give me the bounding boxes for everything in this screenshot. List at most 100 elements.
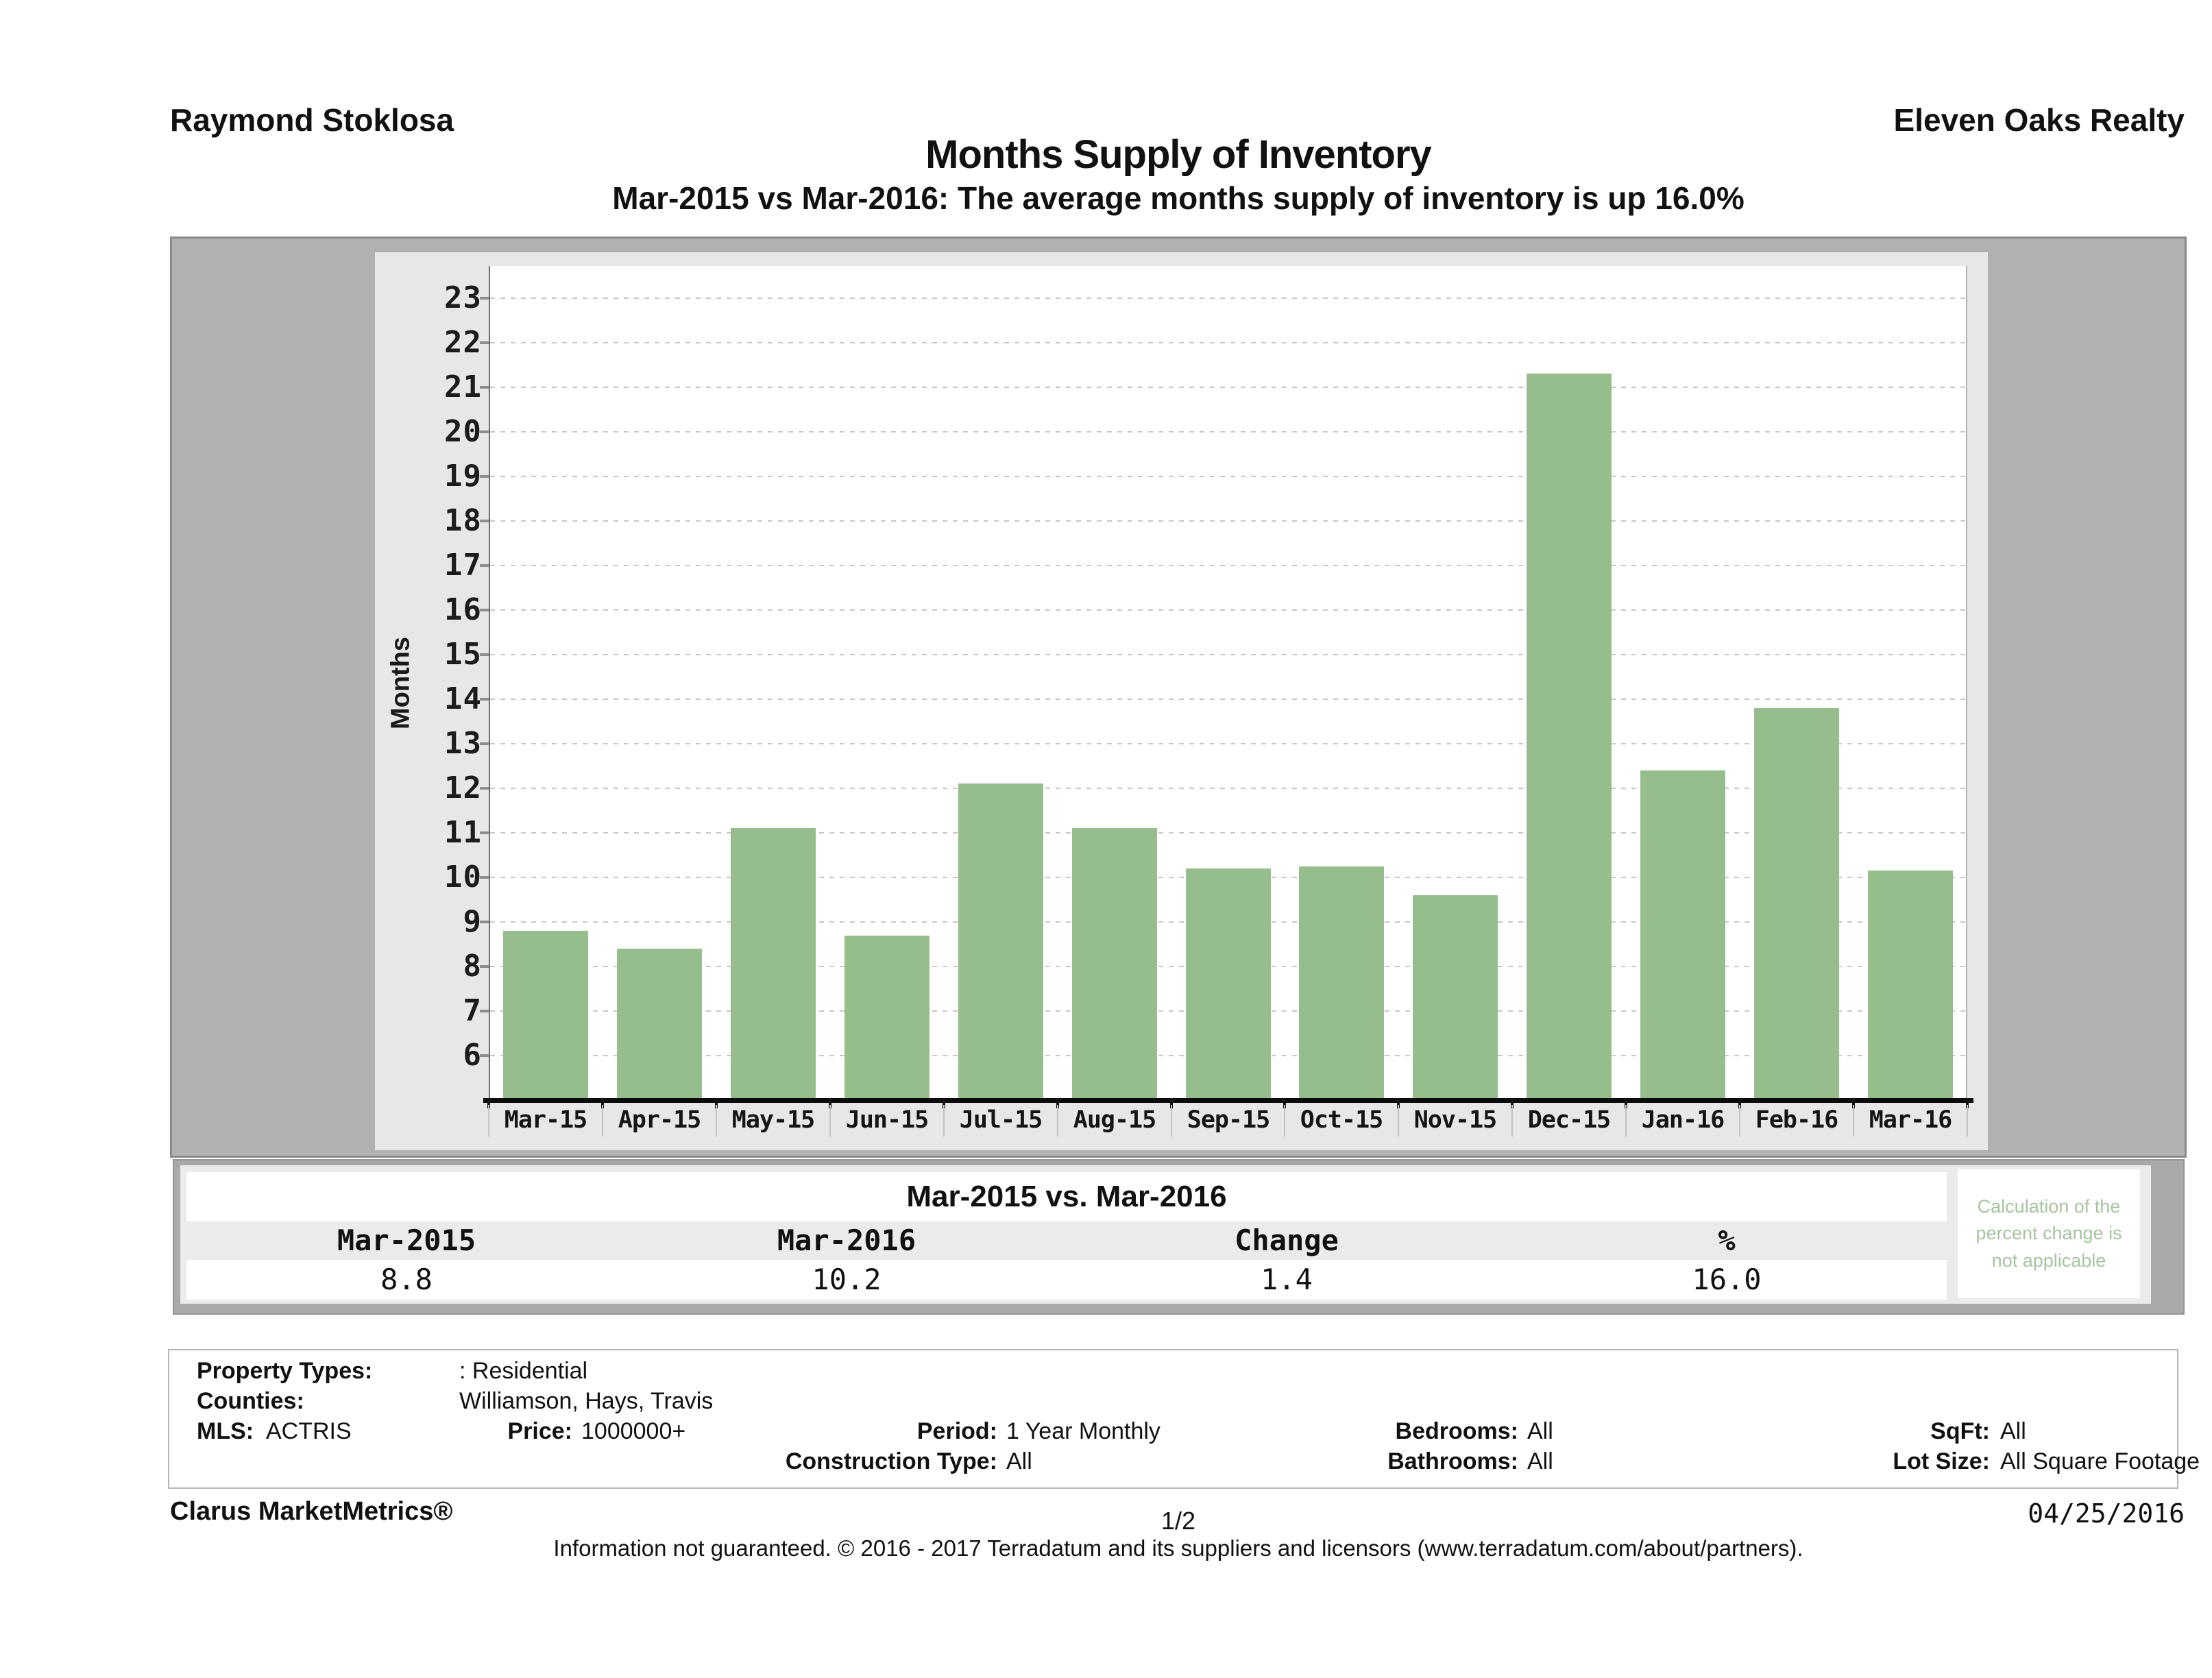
x-label-separator — [602, 1105, 603, 1136]
value-mar-2016: 10.2 — [812, 1263, 882, 1296]
title-wrap: Months Supply of Inventory — [170, 132, 2187, 178]
x-axis-month-label: Mar-16 — [1869, 1106, 1952, 1134]
x-axis-tick-mark — [1738, 1098, 1741, 1108]
agent-name: Raymond Stoklosa — [170, 102, 454, 138]
inventory-bar — [1299, 866, 1384, 1100]
sqft-value: All — [2000, 1418, 2026, 1444]
x-axis-tick-mark — [1966, 1098, 1969, 1108]
col-header-percent: % — [1718, 1224, 1736, 1257]
bedrooms-value: All — [1527, 1418, 1553, 1444]
inventory-bar — [844, 936, 929, 1100]
value-percent: 16.0 — [1692, 1263, 1762, 1296]
inventory-bar — [1413, 895, 1498, 1100]
x-label-separator — [1284, 1105, 1285, 1136]
y-axis-tick-label: 7 — [463, 993, 482, 1028]
criteria-row-counties: Counties: Williamson, Hays, Travis — [0, 1386, 2212, 1416]
x-label-separator — [943, 1105, 945, 1136]
inventory-bar — [1527, 374, 1612, 1100]
y-axis-tick-mark — [480, 698, 489, 701]
y-gridline — [490, 342, 1966, 343]
footer-page-wrap: 1/2 — [170, 1507, 2187, 1535]
x-axis-month-label: Apr-15 — [618, 1106, 701, 1134]
y-axis-tick-label: 6 — [463, 1038, 482, 1073]
comparison-table-title: Mar-2015 vs. Mar-2016 — [186, 1172, 1947, 1221]
y-gridline — [490, 387, 1966, 388]
x-label-separator — [1625, 1105, 1627, 1136]
y-axis-tick-mark — [480, 831, 489, 834]
y-axis-tick-mark — [480, 1010, 489, 1012]
x-label-separator — [1967, 1105, 1968, 1136]
property-types-label: Property Types: — [197, 1358, 373, 1384]
criteria-row-property-types: Property Types: : Residential — [0, 1356, 2212, 1386]
period-value: 1 Year Monthly — [1006, 1418, 1160, 1444]
y-axis-tick-mark — [480, 742, 489, 745]
y-axis-tick-label: 9 — [463, 904, 482, 939]
period-label: Period: — [916, 1418, 997, 1444]
y-axis-tick-mark — [480, 965, 489, 968]
x-axis-tick-mark — [487, 1098, 490, 1108]
y-axis-tick-mark — [480, 787, 489, 790]
y-axis-tick-mark — [480, 520, 489, 522]
y-gridline — [490, 476, 1966, 477]
inventory-bar — [1754, 708, 1839, 1100]
counties-label: Counties: — [197, 1388, 304, 1414]
percent-change-note-text: Calculation of the percent change is not… — [1976, 1196, 2122, 1271]
inventory-bar — [503, 931, 588, 1100]
x-label-separator — [1853, 1105, 1854, 1136]
y-axis-tick-label: 17 — [444, 548, 482, 583]
criteria-row-4: Construction Type: All Bathrooms: All Lo… — [0, 1446, 2212, 1476]
x-axis-tick-mark — [1056, 1098, 1059, 1108]
page-subtitle: Mar-2015 vs Mar-2016: The average months… — [612, 180, 1745, 216]
footer-date: 04/25/2016 — [2028, 1498, 2185, 1529]
y-axis-tick-label: 13 — [444, 726, 482, 761]
mls-value: ACTRIS — [266, 1418, 352, 1444]
y-gridline — [490, 431, 1966, 433]
construction-type-label: Construction Type: — [785, 1448, 997, 1474]
col-header-mar-2015: Mar-2015 — [337, 1224, 476, 1257]
bathrooms-value: All — [1527, 1448, 1553, 1474]
counties-value: Williamson, Hays, Travis — [459, 1388, 714, 1414]
x-axis-month-label: Mar-15 — [504, 1106, 587, 1134]
x-label-separator — [488, 1105, 489, 1136]
x-label-separator — [1057, 1105, 1058, 1136]
mls-label: MLS: — [197, 1418, 254, 1444]
x-axis-tick-mark — [1625, 1098, 1627, 1108]
y-gridline — [490, 609, 1966, 611]
y-axis-tick-mark — [480, 653, 489, 656]
x-axis-month-label: Oct-15 — [1300, 1106, 1383, 1134]
x-label-separator — [829, 1105, 831, 1136]
y-gridline — [490, 654, 1966, 655]
x-axis-line — [483, 1098, 1973, 1103]
y-gridline — [490, 520, 1966, 522]
sqft-label: SqFt: — [1930, 1418, 1990, 1444]
x-axis-month-label: Dec-15 — [1527, 1106, 1611, 1134]
x-axis-tick-mark — [1170, 1098, 1173, 1108]
x-label-separator — [1398, 1105, 1399, 1136]
y-axis-tick-mark — [480, 475, 489, 478]
y-gridline — [490, 788, 1966, 789]
inventory-bar — [617, 949, 702, 1100]
y-axis-tick-label: 19 — [444, 459, 482, 494]
y-axis-tick-label: 22 — [444, 325, 482, 360]
y-axis-tick-label: 21 — [444, 369, 482, 404]
x-axis-month-label: May-15 — [731, 1106, 815, 1134]
inventory-bar — [958, 783, 1043, 1100]
y-axis-tick-mark — [480, 386, 489, 389]
x-label-separator — [716, 1105, 717, 1136]
col-header-change: Change — [1235, 1224, 1339, 1257]
x-axis-month-label: Sep-15 — [1187, 1106, 1270, 1134]
price-value: 1000000+ — [581, 1418, 686, 1444]
x-axis-tick-mark — [1511, 1098, 1514, 1108]
y-axis-tick-label: 15 — [444, 637, 482, 672]
y-axis-tick-label: 11 — [444, 815, 482, 850]
x-axis-month-label: Aug-15 — [1073, 1106, 1156, 1134]
footer-brand: Clarus MarketMetrics® — [170, 1497, 453, 1526]
inventory-bar — [731, 828, 816, 1100]
y-axis-tick-label: 14 — [444, 681, 482, 716]
footer-disclaimer-wrap: Information not guaranteed. © 2016 - 201… — [170, 1535, 2187, 1561]
y-axis-tick-mark — [480, 609, 489, 611]
criteria-row-3: MLS: ACTRIS Price: 1000000+ Period: 1 Ye… — [0, 1416, 2212, 1446]
y-gridline — [490, 297, 1966, 299]
y-gridline — [490, 565, 1966, 566]
x-axis-month-label: Nov-15 — [1413, 1106, 1497, 1134]
